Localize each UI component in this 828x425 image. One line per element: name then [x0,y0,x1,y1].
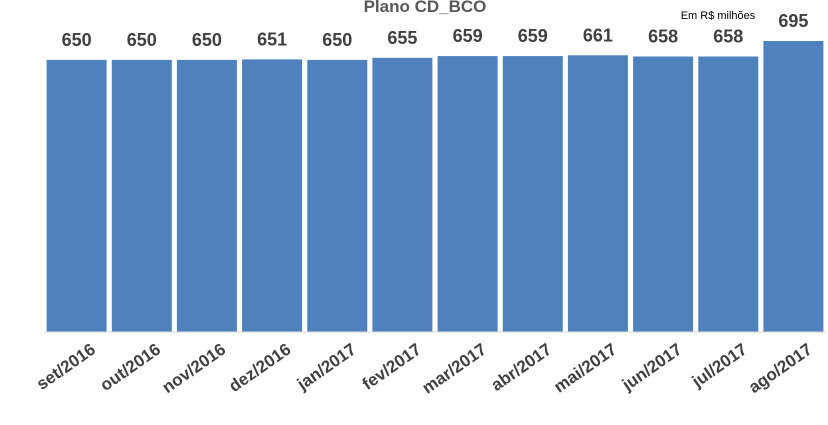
bar-ago/2017 [763,41,824,332]
x-tick-mai/2017: mai/2017 [550,340,620,397]
x-tick-mar/2017: mar/2017 [419,340,490,398]
x-tick-ago/2017: ago/2017 [745,340,816,397]
data-label-jan/2017: 650 [322,30,352,50]
data-label-abr/2017: 659 [518,26,548,46]
data-label-fev/2017: 655 [387,28,417,48]
x-tick-dez/2016: dez/2016 [225,340,294,396]
x-tick-abr/2017: abr/2017 [488,340,555,395]
data-label-jul/2017: 658 [713,27,743,47]
x-tick-fev/2017: fev/2017 [359,340,425,394]
x-tick-nov/2016: nov/2016 [159,340,230,397]
data-label-out/2016: 650 [127,30,157,50]
data-label-set/2016: 650 [62,30,92,50]
bar-jun/2017 [633,56,694,332]
bars-group [46,41,824,333]
bar-nov/2016 [176,59,237,333]
bar-out/2016 [111,59,172,333]
bar-set/2016 [46,59,107,333]
bar-mai/2017 [567,55,628,333]
bar-jul/2017 [698,56,759,332]
x-tick-out/2016: out/2016 [97,340,164,395]
x-tick-jul/2017: jul/2017 [688,340,751,392]
data-label-mar/2017: 659 [453,26,483,46]
x-tick-jan/2017: jan/2017 [293,340,360,395]
data-label-jun/2017: 658 [648,27,678,47]
bar-mar/2017 [437,56,498,332]
data-label-nov/2016: 650 [192,30,222,50]
data-label-dez/2016: 651 [257,29,287,49]
chart-title: Plano CD_BCO [364,0,487,16]
bar-abr/2017 [502,56,563,332]
x-tick-jun/2017: jun/2017 [618,340,685,395]
unit-note: Em R$ milhões [681,10,756,22]
data-label-mai/2017: 661 [583,25,613,45]
bar-fev/2017 [372,57,433,333]
bar-dez/2016 [242,59,303,333]
data-labels-group: 650 650 650 651 650 655 659 659 661 658 658 695 [62,11,809,50]
data-label-ago/2017: 695 [778,11,808,31]
x-tick-set/2016: set/2016 [33,340,99,394]
bar-jan/2017 [307,59,368,333]
